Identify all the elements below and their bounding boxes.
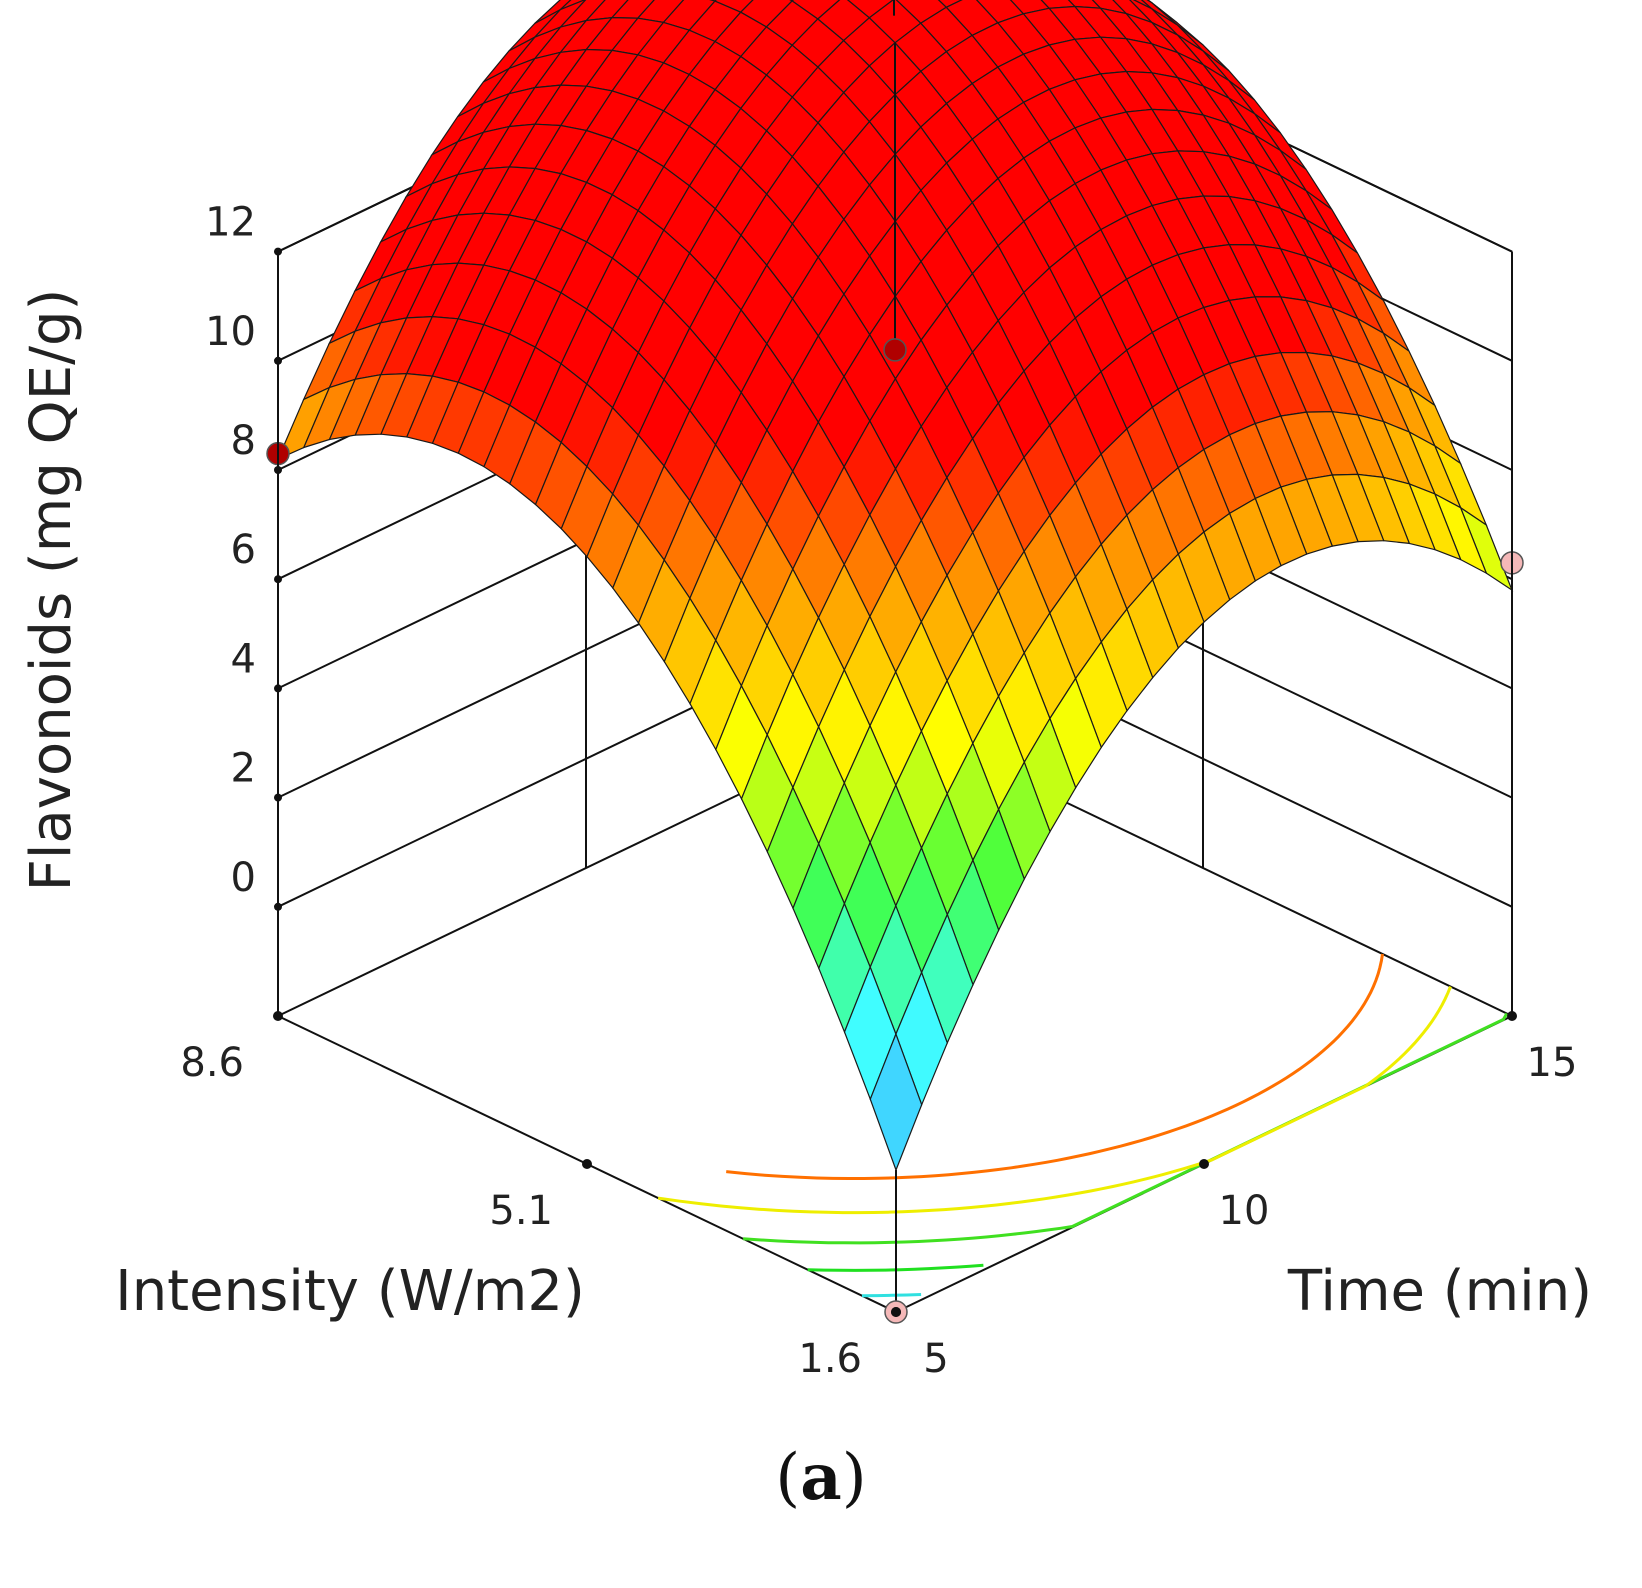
design-point xyxy=(883,338,907,362)
x-tick-label: 10 xyxy=(1219,1188,1270,1234)
y-tick-mark xyxy=(582,1159,592,1169)
z-axis-title: Flavonoids (mg QE/g) xyxy=(19,289,84,892)
z-tick-label: 10 xyxy=(205,309,256,355)
contour-line xyxy=(807,1263,984,1272)
z-tick-label: 0 xyxy=(231,855,256,901)
x-tick-mark xyxy=(1507,1011,1517,1021)
y-tick-label: 8.6 xyxy=(180,1040,244,1086)
axis-ticks: 0 2 4 6 8 10 12 5 10 15 1.6 5.1 8.6 xyxy=(180,200,1577,1382)
contour-line xyxy=(861,1293,922,1298)
panel-label: (a) xyxy=(775,1440,867,1515)
contour-line xyxy=(726,953,1384,1180)
z-tick-label: 8 xyxy=(231,418,256,464)
z-tick-label: 12 xyxy=(205,200,256,246)
y-tick-label: 5.1 xyxy=(489,1188,553,1234)
x-tick-mark xyxy=(1199,1159,1209,1169)
contour-line xyxy=(657,986,1452,1215)
z-tick-label: 4 xyxy=(231,636,256,682)
y-tick-mark xyxy=(891,1307,901,1317)
z-tick-label: 6 xyxy=(231,527,256,573)
x-axis-title: Time (min) xyxy=(1287,1259,1592,1324)
floor-contours xyxy=(657,953,1509,1298)
x-tick-label: 15 xyxy=(1527,1040,1578,1086)
y-axis-title: Intensity (W/m2) xyxy=(115,1259,585,1324)
y-tick-label: 1.6 xyxy=(798,1336,862,1382)
contour-line xyxy=(743,1012,1509,1245)
z-tick-label: 2 xyxy=(231,746,256,792)
surface-cell xyxy=(869,1032,923,1172)
y-tick-mark xyxy=(273,1011,283,1021)
surface-cell xyxy=(937,0,963,9)
x-tick-label: 5 xyxy=(923,1336,948,1382)
response-surface xyxy=(276,0,1514,1172)
